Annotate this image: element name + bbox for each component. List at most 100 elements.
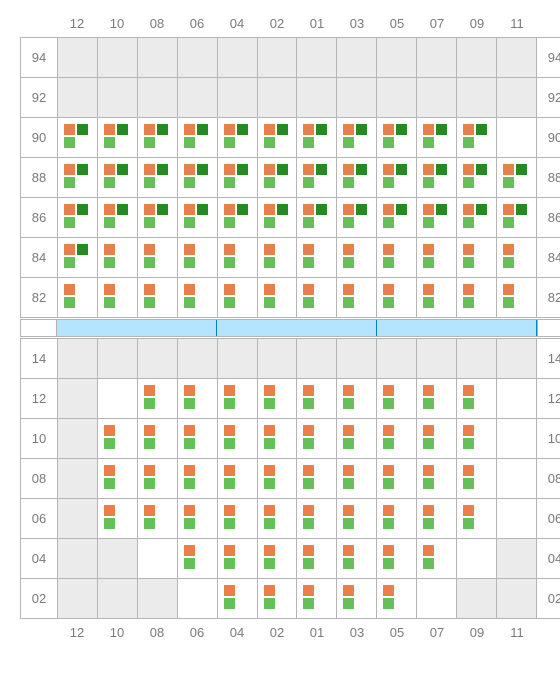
grid-cell[interactable] xyxy=(218,459,258,499)
grid-cell[interactable] xyxy=(138,278,178,318)
grid-cell[interactable] xyxy=(377,499,417,539)
grid-cell[interactable] xyxy=(98,118,138,158)
grid-cell[interactable] xyxy=(218,238,258,278)
grid-cell[interactable] xyxy=(178,278,218,318)
grid-cell[interactable] xyxy=(337,198,377,238)
grid-cell[interactable] xyxy=(337,459,377,499)
grid-cell[interactable] xyxy=(218,579,258,619)
grid-cell[interactable] xyxy=(377,118,417,158)
grid-cell[interactable] xyxy=(258,278,298,318)
grid-cell[interactable] xyxy=(258,419,298,459)
grid-cell[interactable] xyxy=(337,499,377,539)
grid-cell[interactable] xyxy=(337,579,377,619)
grid-cell[interactable] xyxy=(178,198,218,238)
grid-cell[interactable] xyxy=(377,379,417,419)
grid-cell[interactable] xyxy=(98,198,138,238)
grid-cell[interactable] xyxy=(218,278,258,318)
grid-cell[interactable] xyxy=(457,379,497,419)
grid-cell[interactable] xyxy=(457,419,497,459)
grid-cell[interactable] xyxy=(417,238,457,278)
grid-cell[interactable] xyxy=(58,198,98,238)
grid-cell[interactable] xyxy=(457,499,497,539)
grid-cell[interactable] xyxy=(98,419,138,459)
grid-cell[interactable] xyxy=(258,499,298,539)
grid-cell[interactable] xyxy=(417,379,457,419)
grid-cell[interactable] xyxy=(58,238,98,278)
grid-cell[interactable] xyxy=(417,459,457,499)
grid-cell[interactable] xyxy=(377,238,417,278)
grid-cell[interactable] xyxy=(178,118,218,158)
grid-cell[interactable] xyxy=(297,459,337,499)
grid-cell[interactable] xyxy=(218,158,258,198)
grid-cell[interactable] xyxy=(138,158,178,198)
grid-cell[interactable] xyxy=(98,238,138,278)
grid-cell[interactable] xyxy=(497,198,537,238)
grid-cell[interactable] xyxy=(98,459,138,499)
grid-cell[interactable] xyxy=(218,419,258,459)
grid-cell[interactable] xyxy=(98,158,138,198)
grid-cell[interactable] xyxy=(377,158,417,198)
grid-cell[interactable] xyxy=(138,198,178,238)
grid-cell[interactable] xyxy=(457,459,497,499)
grid-cell[interactable] xyxy=(297,499,337,539)
grid-cell[interactable] xyxy=(417,539,457,579)
grid-cell[interactable] xyxy=(337,238,377,278)
grid-cell[interactable] xyxy=(377,278,417,318)
grid-cell[interactable] xyxy=(138,419,178,459)
grid-cell[interactable] xyxy=(497,238,537,278)
grid-cell[interactable] xyxy=(258,198,298,238)
grid-cell[interactable] xyxy=(377,539,417,579)
grid-cell[interactable] xyxy=(417,198,457,238)
grid-cell[interactable] xyxy=(138,499,178,539)
grid-cell[interactable] xyxy=(138,459,178,499)
grid-cell[interactable] xyxy=(337,379,377,419)
grid-cell[interactable] xyxy=(377,459,417,499)
grid-cell[interactable] xyxy=(337,419,377,459)
grid-cell[interactable] xyxy=(258,118,298,158)
grid-cell[interactable] xyxy=(218,499,258,539)
grid-cell[interactable] xyxy=(58,118,98,158)
grid-cell[interactable] xyxy=(457,118,497,158)
grid-cell[interactable] xyxy=(457,198,497,238)
grid-cell[interactable] xyxy=(258,158,298,198)
grid-cell[interactable] xyxy=(98,499,138,539)
grid-cell[interactable] xyxy=(218,379,258,419)
grid-cell[interactable] xyxy=(417,118,457,158)
grid-cell[interactable] xyxy=(178,379,218,419)
grid-cell[interactable] xyxy=(98,278,138,318)
grid-cell[interactable] xyxy=(297,379,337,419)
grid-cell[interactable] xyxy=(138,379,178,419)
grid-cell[interactable] xyxy=(457,158,497,198)
grid-cell[interactable] xyxy=(297,278,337,318)
grid-cell[interactable] xyxy=(258,238,298,278)
grid-cell[interactable] xyxy=(218,118,258,158)
grid-cell[interactable] xyxy=(178,539,218,579)
grid-cell[interactable] xyxy=(457,278,497,318)
grid-cell[interactable] xyxy=(377,419,417,459)
grid-cell[interactable] xyxy=(417,419,457,459)
grid-cell[interactable] xyxy=(417,158,457,198)
grid-cell[interactable] xyxy=(178,238,218,278)
grid-cell[interactable] xyxy=(138,118,178,158)
grid-cell[interactable] xyxy=(417,499,457,539)
grid-cell[interactable] xyxy=(297,118,337,158)
grid-cell[interactable] xyxy=(297,198,337,238)
grid-cell[interactable] xyxy=(258,459,298,499)
grid-cell[interactable] xyxy=(58,158,98,198)
grid-cell[interactable] xyxy=(258,579,298,619)
grid-cell[interactable] xyxy=(377,579,417,619)
grid-cell[interactable] xyxy=(138,238,178,278)
grid-cell[interactable] xyxy=(497,158,537,198)
grid-cell[interactable] xyxy=(297,238,337,278)
grid-cell[interactable] xyxy=(297,419,337,459)
grid-cell[interactable] xyxy=(297,158,337,198)
grid-cell[interactable] xyxy=(218,198,258,238)
grid-cell[interactable] xyxy=(337,158,377,198)
grid-cell[interactable] xyxy=(297,539,337,579)
grid-cell[interactable] xyxy=(417,278,457,318)
grid-cell[interactable] xyxy=(218,539,258,579)
grid-cell[interactable] xyxy=(377,198,417,238)
grid-cell[interactable] xyxy=(258,539,298,579)
grid-cell[interactable] xyxy=(58,278,98,318)
grid-cell[interactable] xyxy=(178,419,218,459)
